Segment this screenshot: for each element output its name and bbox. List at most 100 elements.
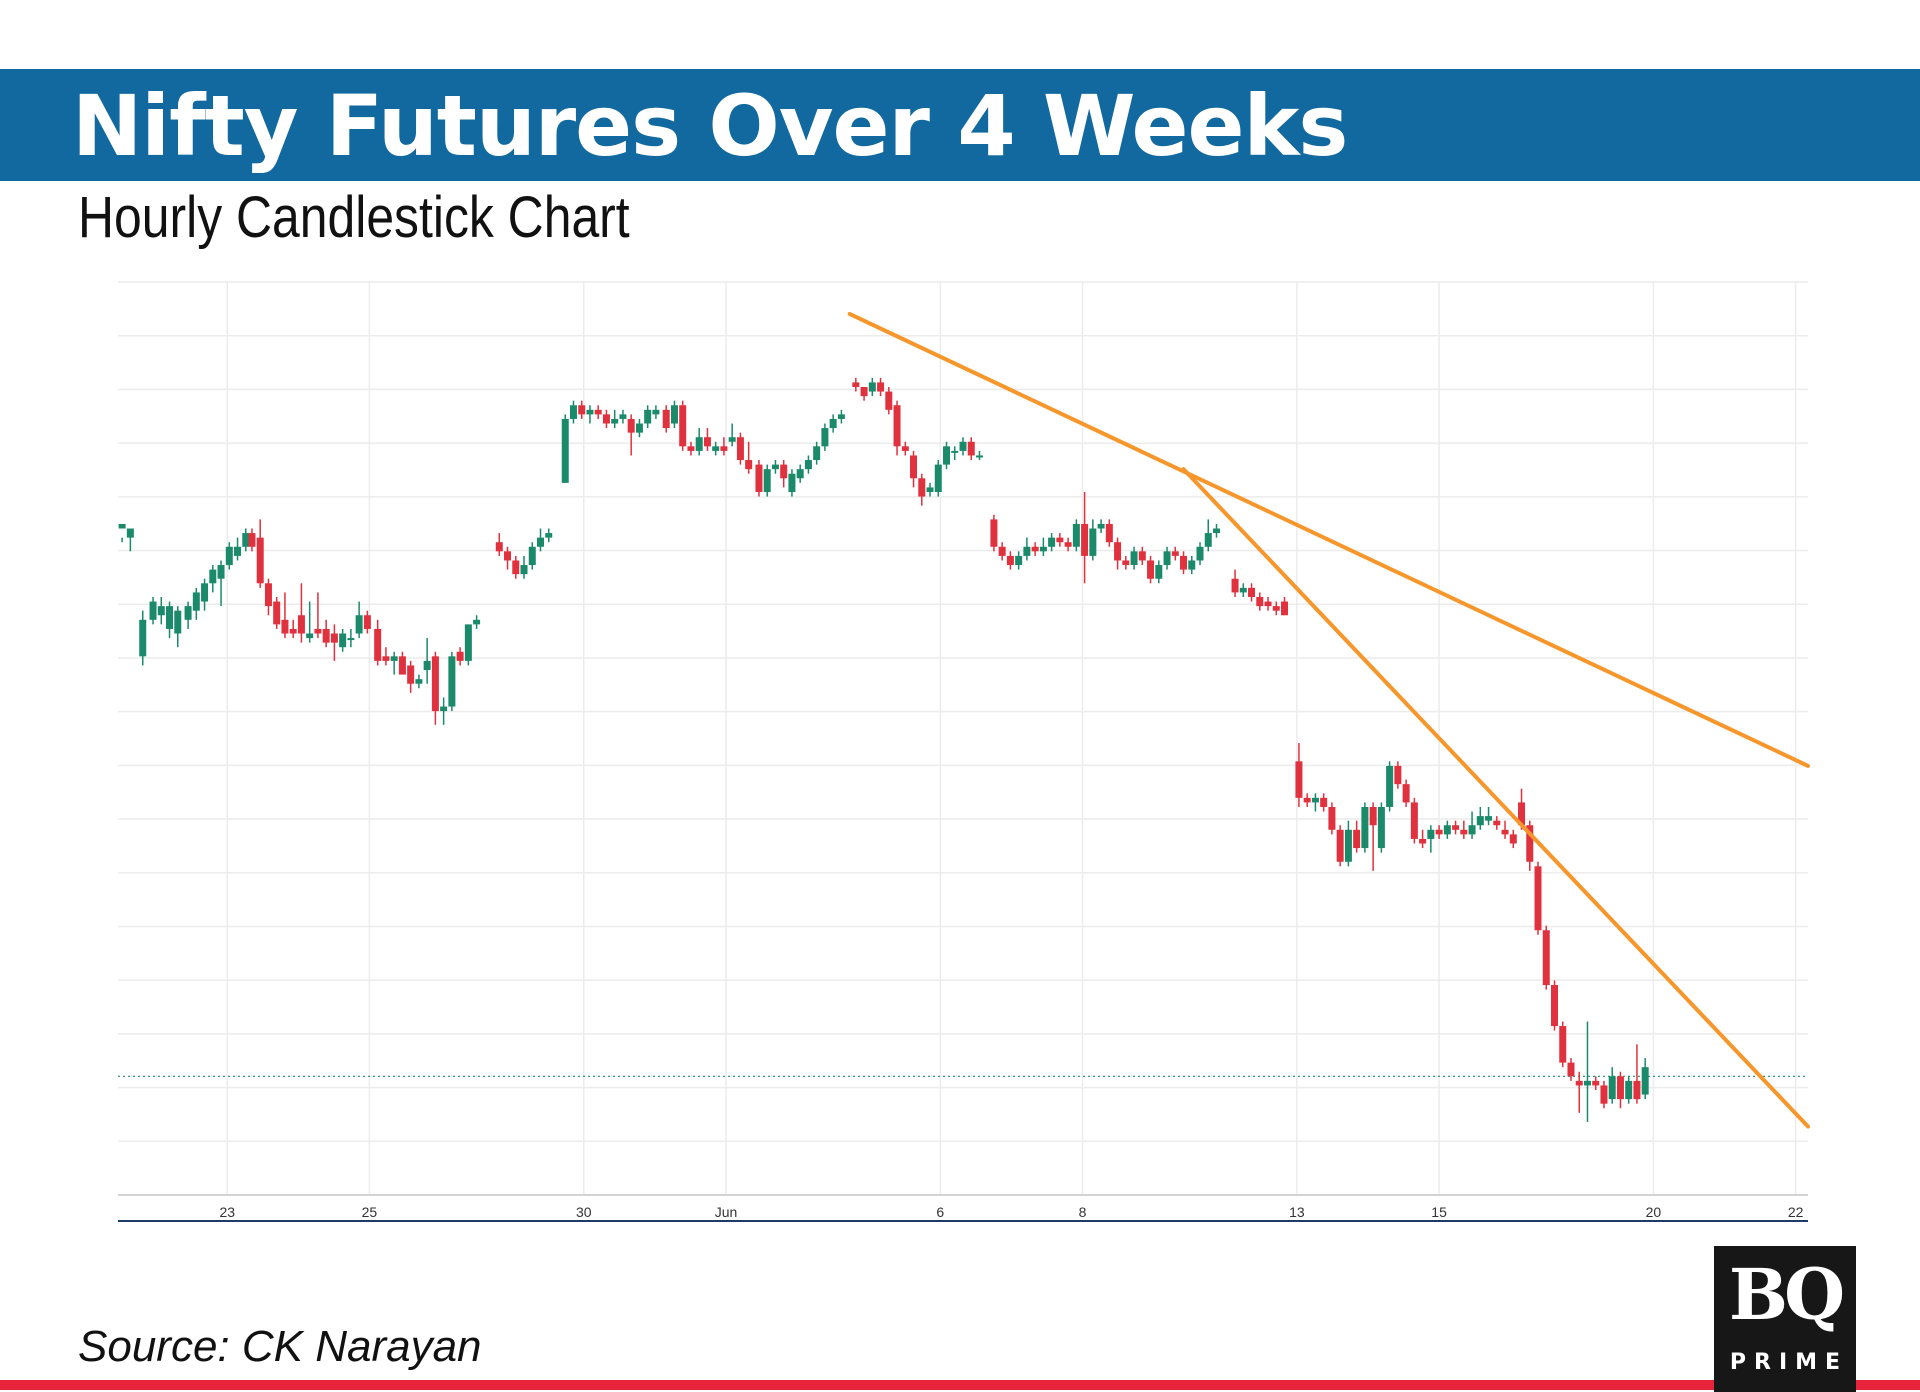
candle-body: [1641, 1067, 1649, 1095]
candle-body: [1369, 806, 1377, 826]
candle-body: [273, 601, 281, 625]
candle-body: [877, 382, 885, 392]
candle: [273, 596, 281, 629]
candle: [578, 400, 586, 419]
candle: [998, 542, 1006, 561]
candle-body: [1592, 1080, 1600, 1086]
candle: [440, 697, 448, 725]
candle-body: [959, 441, 967, 451]
candle: [893, 400, 901, 456]
candle-body: [1575, 1080, 1583, 1086]
candle-body: [1039, 546, 1047, 552]
candle-body: [1377, 806, 1385, 849]
candle: [1303, 793, 1311, 807]
candle-body: [998, 546, 1006, 556]
candle: [975, 450, 983, 461]
x-tick-label: Jun: [715, 1204, 738, 1220]
candle: [1213, 523, 1220, 538]
candle: [1006, 551, 1014, 570]
candle: [951, 446, 959, 461]
candle-body: [1353, 829, 1361, 849]
candle: [314, 592, 322, 639]
candle-body: [1443, 825, 1451, 835]
candle: [139, 610, 147, 666]
candle: [1534, 861, 1542, 935]
candle: [1064, 537, 1072, 552]
candle-body: [1583, 1080, 1591, 1086]
candle-body: [990, 519, 998, 547]
candle-body: [1097, 523, 1105, 529]
candle: [644, 405, 652, 429]
candle-body: [297, 615, 305, 634]
candle-body: [1272, 606, 1280, 611]
candle: [586, 405, 594, 424]
candle: [355, 601, 363, 639]
candle-body: [440, 706, 448, 712]
x-axis: 23 25 30 Jun 6 8 13 15 20 22: [118, 1194, 1808, 1222]
candle: [755, 460, 763, 497]
candle-body: [1460, 829, 1468, 835]
candle: [149, 596, 157, 625]
candle-body: [512, 560, 520, 575]
candle-body: [796, 469, 804, 479]
candle: [1600, 1080, 1608, 1109]
candle-body: [1138, 551, 1146, 561]
candle-body: [1608, 1076, 1616, 1100]
candle: [763, 464, 771, 497]
logo-word: PRIME: [1729, 1350, 1849, 1375]
x-tick-label: 25: [362, 1204, 378, 1220]
candle-body: [569, 405, 577, 419]
candle: [1239, 583, 1247, 597]
candle: [728, 423, 736, 447]
candle: [431, 651, 439, 725]
candle: [679, 400, 687, 451]
candle: [456, 647, 464, 666]
candle-body: [118, 523, 126, 529]
candle-body: [1386, 765, 1394, 807]
candle: [1180, 551, 1188, 575]
candle: [720, 437, 728, 456]
candle: [877, 377, 885, 397]
x-tick-label: 23: [219, 1204, 235, 1220]
candle: [1493, 816, 1501, 830]
x-tick-label: 22: [1788, 1204, 1804, 1220]
candle-body: [464, 624, 472, 661]
candle: [1328, 802, 1336, 835]
candle: [157, 596, 165, 625]
candle-body: [174, 610, 182, 634]
candle-body: [893, 405, 901, 447]
candle: [1452, 820, 1460, 835]
candle: [627, 414, 635, 456]
candle-body: [166, 606, 174, 629]
candle-body: [264, 583, 272, 607]
candle-body: [670, 405, 678, 424]
candle-body: [1213, 528, 1220, 534]
candle: [1039, 537, 1047, 556]
candle: [868, 377, 876, 397]
candle-body: [1114, 542, 1122, 561]
candle: [256, 519, 264, 588]
candle: [712, 441, 720, 456]
candle-body: [1231, 578, 1239, 593]
candle-body: [1567, 1062, 1575, 1077]
candle-body: [1048, 537, 1056, 547]
candle: [248, 528, 256, 552]
candle: [1147, 555, 1155, 584]
candle-body: [1600, 1085, 1608, 1104]
candle-body: [611, 418, 619, 424]
candle-body: [1072, 523, 1080, 547]
candle: [1559, 1021, 1567, 1068]
candle-body: [1518, 802, 1526, 826]
candle: [943, 441, 951, 470]
candle-body: [330, 633, 338, 643]
candle: [1122, 555, 1130, 570]
candle: [166, 601, 174, 639]
candle-body: [695, 437, 703, 451]
candle: [780, 460, 788, 488]
candle-body: [1089, 528, 1097, 556]
candle-body: [1264, 601, 1272, 607]
candle: [1443, 820, 1451, 839]
candle-body: [1130, 551, 1138, 566]
logo-mark: BQ: [1728, 1253, 1845, 1336]
candle: [1295, 743, 1303, 807]
